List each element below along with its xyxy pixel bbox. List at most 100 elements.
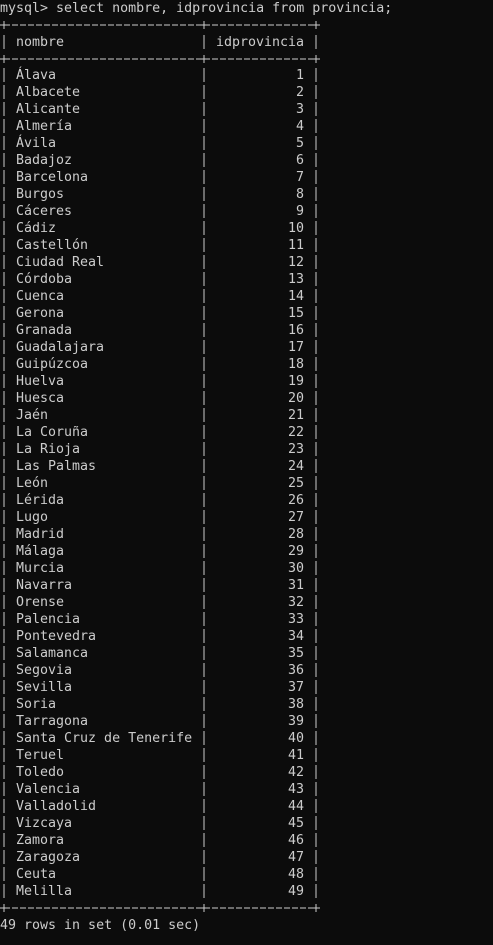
province-id: 2 bbox=[296, 85, 304, 100]
province-id: 21 bbox=[288, 408, 304, 423]
province-id: 23 bbox=[288, 442, 304, 457]
province-id: 13 bbox=[288, 272, 304, 287]
province-name: Ciudad Real bbox=[16, 255, 104, 270]
province-id: 12 bbox=[288, 255, 304, 270]
province-name: Jaén bbox=[16, 407, 48, 423]
province-id: 45 bbox=[288, 816, 304, 831]
province-id: 8 bbox=[296, 187, 304, 202]
command-line: mysql> select nombre, idprovincia from p… bbox=[0, 1, 392, 16]
province-name: Pontevedra bbox=[16, 629, 96, 644]
province-name: Valencia bbox=[16, 782, 80, 797]
province-name: Barcelona bbox=[16, 170, 88, 185]
province-id: 29 bbox=[288, 544, 304, 559]
province-id: 15 bbox=[288, 306, 304, 321]
province-id: 30 bbox=[288, 561, 304, 576]
province-name: Alicante bbox=[16, 102, 80, 117]
province-id: 5 bbox=[296, 136, 304, 151]
province-id: 35 bbox=[288, 646, 304, 661]
province-id: 3 bbox=[296, 102, 304, 117]
province-id: 1 bbox=[296, 68, 304, 83]
province-name: Cádiz bbox=[16, 220, 56, 236]
province-name: Lérida bbox=[16, 492, 64, 508]
province-name: Guipúzcoa bbox=[16, 356, 88, 372]
province-id: 26 bbox=[288, 493, 304, 508]
province-id: 17 bbox=[288, 340, 304, 355]
province-id: 10 bbox=[288, 221, 304, 236]
province-name: Santa Cruz de Tenerife bbox=[16, 731, 192, 746]
province-name: Castellón bbox=[16, 237, 88, 253]
province-name: León bbox=[16, 475, 48, 491]
province-name: Huesca bbox=[16, 391, 64, 406]
province-name: Lugo bbox=[16, 510, 48, 525]
province-id: 22 bbox=[288, 425, 304, 440]
province-id: 47 bbox=[288, 850, 304, 865]
province-id: 11 bbox=[288, 238, 304, 253]
province-id: 43 bbox=[288, 782, 304, 797]
column-header: idprovincia bbox=[216, 35, 304, 50]
province-id: 41 bbox=[288, 748, 304, 763]
province-name: Cáceres bbox=[16, 203, 72, 219]
province-name: Orense bbox=[16, 595, 64, 610]
province-id: 7 bbox=[296, 170, 304, 185]
province-name: Badajoz bbox=[16, 153, 72, 168]
province-id: 40 bbox=[288, 731, 304, 746]
province-id: 38 bbox=[288, 697, 304, 712]
province-name: Málaga bbox=[16, 543, 64, 559]
province-id: 49 bbox=[288, 884, 304, 899]
province-id: 16 bbox=[288, 323, 304, 338]
province-name: Tarragona bbox=[16, 714, 88, 729]
province-name: Valladolid bbox=[16, 799, 96, 814]
province-name: Vizcaya bbox=[16, 816, 72, 831]
province-name: Zaragoza bbox=[16, 850, 80, 865]
province-id: 19 bbox=[288, 374, 304, 389]
province-id: 9 bbox=[296, 204, 304, 219]
province-id: 31 bbox=[288, 578, 304, 593]
province-name: Huelva bbox=[16, 374, 64, 389]
province-id: 20 bbox=[288, 391, 304, 406]
province-id: 44 bbox=[288, 799, 304, 814]
province-id: 6 bbox=[296, 153, 304, 168]
province-name: Granada bbox=[16, 323, 72, 338]
province-id: 48 bbox=[288, 867, 304, 882]
province-name: Gerona bbox=[16, 306, 64, 321]
province-name: Almería bbox=[16, 118, 72, 134]
province-id: 25 bbox=[288, 476, 304, 491]
province-name: Toledo bbox=[16, 765, 64, 780]
province-name: Las Palmas bbox=[16, 459, 96, 474]
province-name: Córdoba bbox=[16, 271, 72, 287]
province-id: 39 bbox=[288, 714, 304, 729]
province-name: Murcia bbox=[16, 561, 64, 576]
province-id: 37 bbox=[288, 680, 304, 695]
province-id: 42 bbox=[288, 765, 304, 780]
province-name: Melilla bbox=[16, 884, 72, 899]
province-id: 18 bbox=[288, 357, 304, 372]
province-id: 24 bbox=[288, 459, 304, 474]
province-name: Segovia bbox=[16, 663, 72, 678]
province-name: Cuenca bbox=[16, 289, 64, 304]
province-name: Zamora bbox=[16, 833, 64, 848]
province-id: 46 bbox=[288, 833, 304, 848]
province-name: Burgos bbox=[16, 187, 64, 202]
province-name: La Coruña bbox=[16, 425, 88, 440]
province-name: Albacete bbox=[16, 85, 80, 100]
province-id: 34 bbox=[288, 629, 304, 644]
province-id: 33 bbox=[288, 612, 304, 627]
province-name: Madrid bbox=[16, 527, 64, 542]
province-id: 28 bbox=[288, 527, 304, 542]
province-id: 4 bbox=[296, 119, 304, 134]
province-id: 27 bbox=[288, 510, 304, 525]
column-header: nombre bbox=[16, 35, 64, 50]
province-name: Teruel bbox=[16, 748, 64, 763]
province-name: Ceuta bbox=[16, 867, 56, 882]
result-summary: 49 rows in set (0.01 sec) bbox=[0, 918, 200, 933]
province-name: Sevilla bbox=[16, 680, 72, 695]
province-name: Guadalajara bbox=[16, 340, 104, 355]
province-id: 36 bbox=[288, 663, 304, 678]
province-name: Soria bbox=[16, 697, 56, 712]
province-name: Palencia bbox=[16, 612, 80, 627]
province-name: La Rioja bbox=[16, 442, 80, 457]
province-name: Ávila bbox=[16, 134, 56, 151]
province-name: Álava bbox=[16, 66, 56, 83]
